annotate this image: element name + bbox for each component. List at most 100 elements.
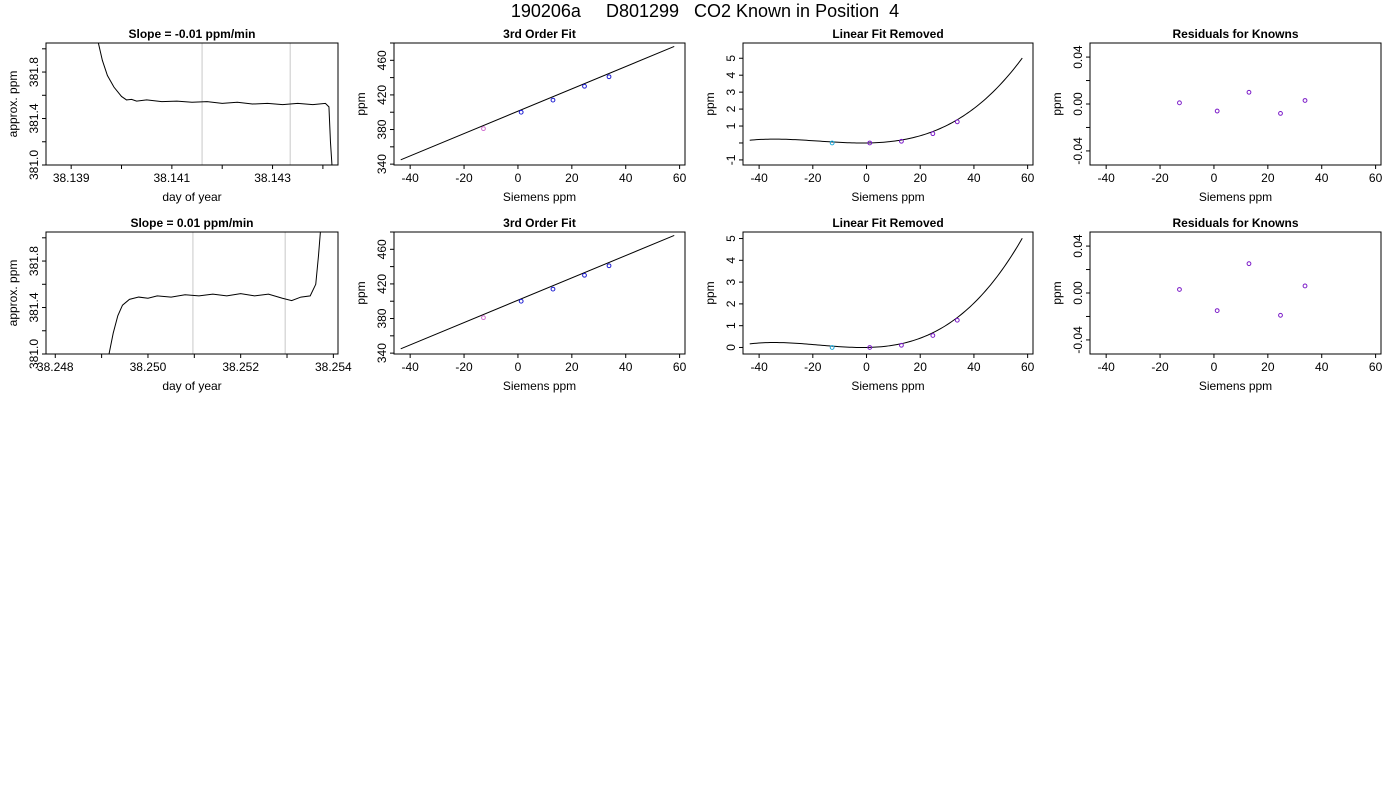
plot-area bbox=[108, 232, 321, 354]
data-point bbox=[829, 140, 835, 146]
x-tick-label: 38.250 bbox=[130, 360, 167, 374]
x-tick-label: 0 bbox=[1211, 171, 1218, 185]
data-point bbox=[829, 345, 835, 350]
data-point bbox=[1302, 98, 1308, 103]
plot-frame bbox=[393, 42, 686, 166]
fit-curve bbox=[749, 237, 1023, 348]
data-point bbox=[518, 109, 524, 115]
x-tick-label: 38.141 bbox=[154, 171, 191, 185]
x-tick-label: 20 bbox=[565, 171, 579, 185]
y-axis-label: ppm bbox=[703, 281, 717, 304]
data-point bbox=[550, 97, 556, 103]
data-point bbox=[1177, 287, 1182, 292]
y-axis-label: ppm bbox=[354, 281, 368, 304]
data-point bbox=[1214, 108, 1220, 114]
x-tick-label: -20 bbox=[1151, 171, 1169, 185]
x-axis-label: Siemens ppm bbox=[503, 379, 576, 393]
y-tick-label: 420 bbox=[375, 274, 389, 294]
x-tick-label: -20 bbox=[804, 360, 822, 374]
data-point bbox=[899, 138, 904, 144]
x-tick-label: 38.254 bbox=[315, 360, 352, 374]
data-point bbox=[1177, 100, 1182, 106]
y-tick-label: 0.00 bbox=[1071, 92, 1085, 116]
x-tick-label: 20 bbox=[1261, 360, 1275, 374]
x-tick-label: 38.252 bbox=[222, 360, 259, 374]
x-tick-label: 60 bbox=[1021, 360, 1035, 374]
plot-frame bbox=[45, 231, 339, 355]
chart-title: Residuals for Knowns bbox=[1172, 27, 1298, 41]
y-tick-label: 460 bbox=[375, 239, 389, 259]
plot-frame bbox=[393, 231, 686, 355]
chart-res-row1: Residuals for Knowns -40 -20 0 20 40 60 -0.04 0.… bbox=[1050, 27, 1383, 204]
plot-frame bbox=[742, 231, 1034, 355]
plot-frame bbox=[45, 42, 339, 166]
chart-title: Residuals for Knowns bbox=[1172, 216, 1298, 230]
data-point bbox=[550, 286, 556, 292]
fit-curve bbox=[749, 57, 1023, 144]
y-axis-label: ppm bbox=[1050, 92, 1064, 115]
chart-lin-row1: Linear Fit Removed -40 -20 0 20 40 60 -1 1 2 3 4 5 Si… bbox=[703, 27, 1035, 204]
plot-area bbox=[1177, 261, 1308, 318]
y-axis-label: approx. ppm bbox=[6, 260, 20, 327]
x-tick-label: 0 bbox=[515, 171, 522, 185]
data-point bbox=[1246, 89, 1252, 95]
x-tick-label: -40 bbox=[401, 171, 419, 185]
chart-title: Slope = 0.01 ppm/min bbox=[130, 216, 253, 230]
y-tick-label: -1 bbox=[724, 154, 738, 165]
y-axis-label: ppm bbox=[1050, 281, 1064, 304]
x-tick-label: 60 bbox=[1369, 360, 1383, 374]
plot-area bbox=[400, 234, 675, 350]
y-tick-label: 380 bbox=[375, 119, 389, 139]
y-tick-label: 0 bbox=[724, 344, 738, 351]
y-tick-label: 3 bbox=[724, 278, 738, 285]
y-tick-label: 381.4 bbox=[27, 292, 41, 322]
x-tick-label: 0 bbox=[515, 360, 522, 374]
data-point bbox=[481, 126, 486, 132]
y-axis-label: ppm bbox=[354, 92, 368, 115]
x-tick-label: 20 bbox=[914, 171, 928, 185]
x-tick-label: 0 bbox=[863, 171, 870, 185]
data-point bbox=[1278, 312, 1283, 318]
fit-curve bbox=[400, 45, 675, 161]
x-tick-label: -20 bbox=[455, 360, 473, 374]
chart-title: 3rd Order Fit bbox=[503, 216, 576, 230]
x-axis-label: Siemens ppm bbox=[503, 190, 576, 204]
x-axis-label: Siemens ppm bbox=[851, 190, 924, 204]
chart-lin-row2: Linear Fit Removed -40 -20 0 20 40 60 0 1 2 3 4 5 Sie… bbox=[703, 216, 1035, 393]
fit-curve bbox=[400, 234, 675, 350]
x-tick-label: -40 bbox=[401, 360, 419, 374]
y-tick-label: 0.00 bbox=[1071, 281, 1085, 305]
x-axis-label: Siemens ppm bbox=[851, 379, 924, 393]
x-tick-label: 40 bbox=[1315, 171, 1329, 185]
data-point bbox=[481, 315, 486, 321]
x-tick-label: 60 bbox=[1369, 171, 1383, 185]
y-tick-label: 3 bbox=[724, 88, 738, 95]
x-tick-label: 20 bbox=[565, 360, 579, 374]
x-tick-label: 0 bbox=[1211, 360, 1218, 374]
x-tick-label: 20 bbox=[1261, 171, 1275, 185]
plot-frame bbox=[1089, 42, 1382, 166]
y-tick-label: 2 bbox=[724, 105, 738, 112]
data-point bbox=[1246, 261, 1252, 267]
x-tick-label: 60 bbox=[1021, 171, 1035, 185]
y-tick-label: 381.0 bbox=[27, 150, 41, 180]
x-axis-label: day of year bbox=[162, 379, 221, 393]
y-tick-label: 1 bbox=[724, 322, 738, 329]
y-tick-label: 2 bbox=[724, 300, 738, 307]
data-point bbox=[606, 74, 612, 80]
data-point bbox=[1214, 308, 1220, 313]
x-tick-label: -20 bbox=[804, 171, 822, 185]
plot-area bbox=[1177, 89, 1308, 116]
y-axis-label: approx. ppm bbox=[6, 71, 20, 138]
y-tick-label: 1 bbox=[724, 122, 738, 129]
y-tick-label: 381.8 bbox=[27, 246, 41, 276]
plot-area bbox=[749, 237, 1023, 350]
x-tick-label: 38.248 bbox=[37, 360, 74, 374]
plot-frame bbox=[1089, 231, 1382, 355]
plot-area bbox=[400, 45, 675, 161]
plot-area bbox=[749, 57, 1023, 146]
x-tick-label: 40 bbox=[967, 360, 981, 374]
chart-ts-row1: Slope = -0.01 ppm/min 38.139 38.141 38.143 3… bbox=[6, 27, 339, 204]
data-point bbox=[582, 83, 587, 89]
